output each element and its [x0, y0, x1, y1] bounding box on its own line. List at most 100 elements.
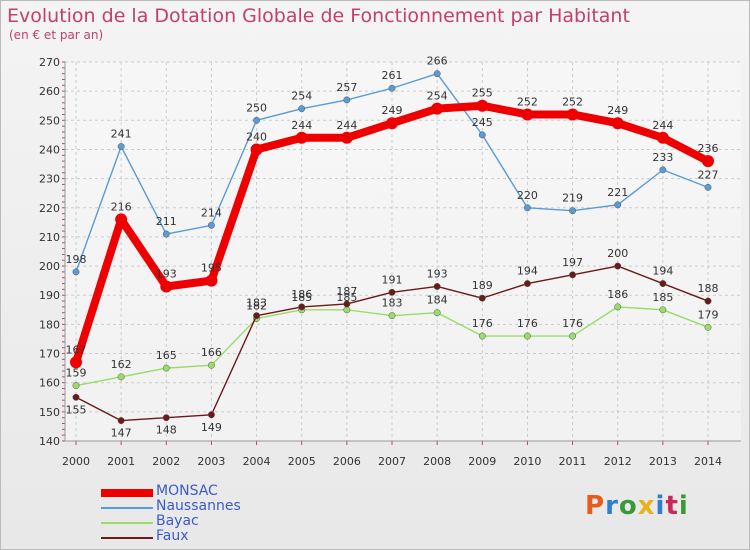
data-point-faux — [117, 417, 125, 425]
proxiti-logo: Proxiti — [585, 491, 689, 521]
data-label-monsac: 255 — [472, 87, 493, 100]
legend-label: Bayac — [156, 513, 199, 529]
data-label-naussannes: 250 — [246, 101, 267, 114]
legend-swatch — [101, 537, 153, 539]
y-tick-label: 160 — [39, 377, 60, 390]
data-label-naussannes: 227 — [698, 168, 719, 181]
data-point-monsac — [702, 155, 714, 168]
data-label-faux: 147 — [111, 427, 132, 440]
data-label-monsac: 249 — [382, 104, 403, 117]
logo-letter: o — [618, 491, 638, 521]
data-label-naussannes: 241 — [111, 128, 132, 141]
data-label-monsac: 252 — [517, 95, 538, 108]
data-label-bayac: 184 — [427, 294, 448, 307]
legend-swatch — [101, 507, 153, 509]
data-label-bayac: 166 — [201, 346, 222, 359]
y-tick-label: 170 — [39, 348, 60, 361]
y-tick-label: 150 — [39, 406, 60, 419]
data-point-naussannes — [253, 116, 261, 124]
data-label-naussannes: 245 — [472, 116, 493, 129]
x-tick-label: 2002 — [152, 455, 180, 468]
data-label-faux: 188 — [698, 282, 719, 295]
data-point-faux — [614, 262, 622, 270]
data-point-naussannes — [659, 166, 667, 174]
data-label-faux: 155 — [66, 403, 87, 416]
data-label-faux: 148 — [156, 424, 177, 437]
data-point-monsac — [476, 99, 489, 112]
y-tick-label: 220 — [39, 202, 60, 215]
data-point-naussannes — [523, 204, 531, 212]
data-point-faux — [253, 312, 261, 320]
data-label-naussannes: 220 — [517, 189, 538, 202]
x-tick-label: 2013 — [649, 455, 677, 468]
data-label-faux: 189 — [472, 279, 493, 292]
y-tick-label: 260 — [39, 85, 60, 98]
data-label-monsac: 236 — [698, 142, 719, 155]
x-tick-label: 2005 — [288, 455, 316, 468]
data-label-monsac: 254 — [427, 90, 448, 103]
logo-letter: i — [655, 491, 666, 521]
data-point-naussannes — [72, 268, 80, 276]
legend-swatch — [101, 489, 153, 497]
data-label-monsac: 240 — [246, 130, 267, 143]
data-point-bayac — [704, 323, 712, 331]
data-point-faux — [659, 280, 667, 288]
data-point-faux — [523, 280, 531, 288]
y-tick-label: 250 — [39, 114, 60, 127]
data-label-bayac: 176 — [472, 317, 493, 330]
data-label-naussannes: 221 — [607, 186, 628, 199]
data-label-faux: 197 — [562, 256, 583, 269]
data-point-monsac — [70, 356, 82, 369]
data-label-bayac: 159 — [66, 367, 87, 380]
x-tick-label: 2009 — [468, 455, 496, 468]
data-label-monsac: 244 — [652, 119, 673, 132]
data-point-monsac — [386, 117, 398, 130]
data-label-bayac: 182 — [246, 300, 267, 313]
data-label-monsac: 244 — [336, 119, 357, 132]
x-tick-label: 2011 — [559, 455, 587, 468]
data-point-monsac — [431, 102, 444, 115]
data-point-naussannes — [162, 230, 170, 238]
data-point-faux — [388, 288, 396, 296]
x-tick-label: 2000 — [62, 455, 90, 468]
data-label-bayac: 162 — [111, 358, 132, 371]
data-label-faux: 149 — [201, 421, 222, 434]
data-label-faux: 194 — [517, 265, 538, 278]
data-point-faux — [207, 411, 215, 419]
data-point-naussannes — [207, 221, 215, 229]
y-tick-label: 270 — [39, 56, 60, 69]
legend-label: Faux — [156, 528, 189, 544]
data-point-faux — [478, 294, 486, 302]
data-point-monsac — [656, 131, 669, 144]
data-point-monsac — [115, 213, 128, 226]
x-tick-label: 2014 — [694, 455, 722, 468]
data-label-bayac: 185 — [336, 291, 357, 304]
data-label-naussannes: 211 — [156, 215, 177, 228]
y-tick-label: 240 — [39, 143, 60, 156]
data-point-monsac — [611, 117, 624, 130]
data-point-naussannes — [478, 131, 486, 139]
data-label-faux: 183 — [246, 297, 267, 310]
logo-letter: i — [678, 491, 689, 521]
data-point-naussannes — [117, 143, 125, 150]
data-point-naussannes — [433, 70, 441, 78]
data-point-bayac — [343, 306, 351, 314]
x-tick-label: 2006 — [333, 455, 361, 468]
y-tick-label: 230 — [39, 173, 60, 186]
data-point-faux — [72, 393, 80, 401]
data-label-naussannes: 214 — [201, 206, 222, 219]
data-label-naussannes: 198 — [66, 253, 87, 266]
data-point-monsac — [340, 131, 353, 144]
data-label-bayac: 185 — [291, 291, 312, 304]
data-point-naussannes — [704, 183, 712, 191]
data-point-bayac — [433, 309, 441, 317]
data-point-bayac — [72, 382, 80, 390]
data-label-naussannes: 257 — [336, 81, 357, 94]
data-label-naussannes: 233 — [652, 151, 673, 164]
logo-letter: x — [637, 491, 656, 521]
data-label-faux: 191 — [382, 273, 403, 286]
data-point-faux — [298, 303, 306, 311]
data-point-bayac — [117, 373, 125, 381]
data-label-monsac: 193 — [156, 267, 177, 280]
